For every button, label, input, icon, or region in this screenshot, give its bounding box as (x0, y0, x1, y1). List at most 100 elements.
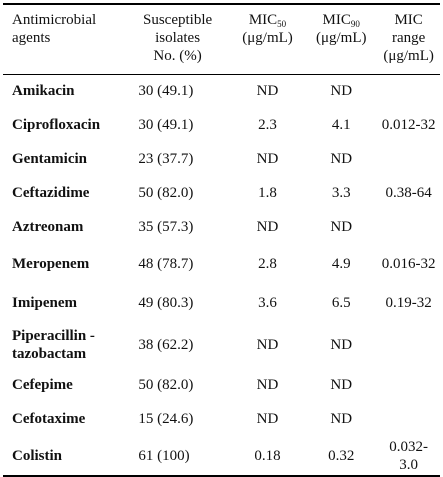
mic-table: Antimicrobial agents Susceptible isolate… (3, 3, 440, 477)
agent-name: Ceftazidime (12, 185, 90, 201)
susceptible-cell: 50 (82.0) (138, 377, 194, 393)
mic50-cell: ND (256, 83, 279, 100)
table-row: Meropenem 48 (78.7) 2.8 4.9 0.016-32 (3, 244, 440, 284)
range-cell (377, 368, 440, 402)
agent-name: Gentamicin (12, 151, 87, 167)
agent-cell: Meropenem (3, 244, 125, 284)
agent-cell: Gentamicin (3, 142, 125, 176)
susceptible-cell: 23 (37.7) (138, 151, 194, 167)
agent-name: Cefepime (12, 377, 73, 393)
header-mic90-sub: 90 (350, 19, 360, 29)
table-row: Colistin 61 (100) 0.18 0.32 0.032- 3.0 (3, 436, 440, 477)
header-agent: Antimicrobial agents (3, 3, 126, 75)
agent-name: Cefotaxime (12, 411, 86, 427)
mic50-cell: 2.3 (258, 117, 277, 133)
table-row: Aztreonam 35 (57.3) ND ND (3, 210, 440, 244)
header-susceptible: Susceptible isolates No. (%) (125, 3, 230, 75)
range-value: 0.38-64 (385, 185, 432, 201)
mic50-cell: ND (256, 337, 279, 353)
header-mic50-unit: (μg/mL) (242, 30, 293, 46)
agent-name: Amikacin (12, 83, 75, 100)
mic50-cell: ND (256, 411, 279, 427)
mic90-cell: 6.5 (331, 295, 351, 311)
mic90-cell: ND (330, 83, 353, 100)
header-range: MIC range (μg/mL) (377, 3, 440, 75)
table-row: Gentamicin 23 (37.7) ND ND (3, 142, 440, 176)
susceptible-cell: 61 (100) (125, 436, 230, 477)
header-range-line: MIC (394, 12, 423, 28)
header-range-line: (μg/mL) (383, 48, 434, 64)
header-mic50: MIC50 (μg/mL) (229, 3, 306, 75)
agent-name: Piperacillin - (12, 328, 95, 344)
mic50-cell: ND (256, 151, 279, 167)
mic50-cell: 3.6 (258, 295, 277, 311)
range-cell (377, 322, 440, 368)
agent-cell: Imipenem (3, 284, 125, 322)
range-cell: 0.012-32 (377, 108, 440, 142)
header-agent-line: Antimicrobial (12, 12, 97, 28)
page: Antimicrobial agents Susceptible isolate… (3, 3, 440, 477)
susceptible-cell: 48 (78.7) (138, 256, 194, 272)
table-header: Antimicrobial agents Susceptible isolate… (3, 3, 440, 75)
mic50-cell: 1.8 (258, 185, 277, 201)
mic90-cell: 4.9 (331, 256, 351, 272)
agent-cell: Amikacin (3, 74, 125, 108)
agent-cell: Ciprofloxacin (3, 108, 125, 142)
range-cell (377, 402, 440, 436)
agent-cell: Ceftazidime (3, 176, 125, 210)
header-agent-line: agents (12, 30, 51, 46)
susceptible-cell: 49 (80.3) (138, 295, 194, 311)
mic90-cell: 0.32 (305, 436, 378, 477)
range-cell (377, 210, 440, 244)
mic90-cell: ND (330, 337, 353, 353)
agent-name: Meropenem (12, 256, 90, 272)
header-mic50-base: MIC (248, 12, 278, 28)
header-mic50-label: MIC50 (230, 11, 305, 29)
susceptible-cell: 30 (49.1) (138, 117, 194, 133)
mic50-cell: 0.18 (229, 436, 306, 477)
header-susceptible-line: No. (%) (153, 48, 202, 64)
range-value: 0.012-32 (381, 117, 436, 133)
mic90-cell: ND (330, 377, 353, 393)
susceptible-cell: 35 (57.3) (138, 219, 194, 235)
header-susceptible-line: Susceptible (142, 12, 213, 28)
header-susceptible-line: isolates (155, 30, 201, 46)
table-row: Amikacin 30 (49.1) ND ND (3, 74, 440, 108)
mic50-cell: ND (256, 219, 279, 235)
agent-cell: Piperacillin - tazobactam (3, 322, 125, 368)
agent-cell: Cefepime (3, 368, 125, 402)
table-row: Imipenem 49 (80.3) 3.6 6.5 0.19-32 (3, 284, 440, 322)
agent-name: tazobactam (12, 346, 87, 362)
mic90-cell: ND (330, 219, 353, 235)
range-cell: 0.032- 3.0 (377, 436, 440, 477)
table-body: Amikacin 30 (49.1) ND ND Ciprofloxacin 30 (49… (3, 74, 440, 477)
mic50-cell: 2.8 (258, 256, 277, 272)
mic50-cell: ND (256, 377, 279, 393)
header-range-line: range (391, 30, 426, 46)
range-value: 0.19-32 (385, 295, 432, 311)
susceptible-cell: 15 (24.6) (138, 411, 194, 427)
table-row: Piperacillin - tazobactam 38 (62.2) ND ND (3, 322, 440, 368)
range-cell: 0.19-32 (377, 284, 440, 322)
range-cell (377, 74, 440, 108)
table-row: Cefotaxime 15 (24.6) ND ND (3, 402, 440, 436)
range-cell: 0.016-32 (377, 244, 440, 284)
header-mic90-unit: (μg/mL) (315, 30, 367, 46)
susceptible-cell: 30 (49.1) (138, 83, 194, 100)
mic90-cell: 4.1 (331, 117, 351, 133)
mic90-cell: ND (330, 411, 353, 427)
agent-cell: Aztreonam (3, 210, 125, 244)
susceptible-cell: 38 (62.2) (138, 337, 194, 353)
table-row: Ciprofloxacin 30 (49.1) 2.3 4.1 0.012-32 (3, 108, 440, 142)
range-value: 0.032- (389, 438, 428, 455)
susceptible-cell: 50 (82.0) (138, 185, 194, 201)
mic90-cell: 3.3 (331, 185, 351, 201)
agent-name: Aztreonam (12, 219, 84, 235)
header-mic50-sub: 50 (277, 19, 287, 29)
header-row: Antimicrobial agents Susceptible isolate… (3, 3, 440, 75)
agent-cell: Colistin (3, 436, 126, 477)
table-row: Cefepime 50 (82.0) ND ND (3, 368, 440, 402)
agent-name: Colistin (12, 447, 63, 464)
header-mic90-base: MIC (322, 12, 351, 28)
agent-name: Ciprofloxacin (12, 117, 101, 133)
